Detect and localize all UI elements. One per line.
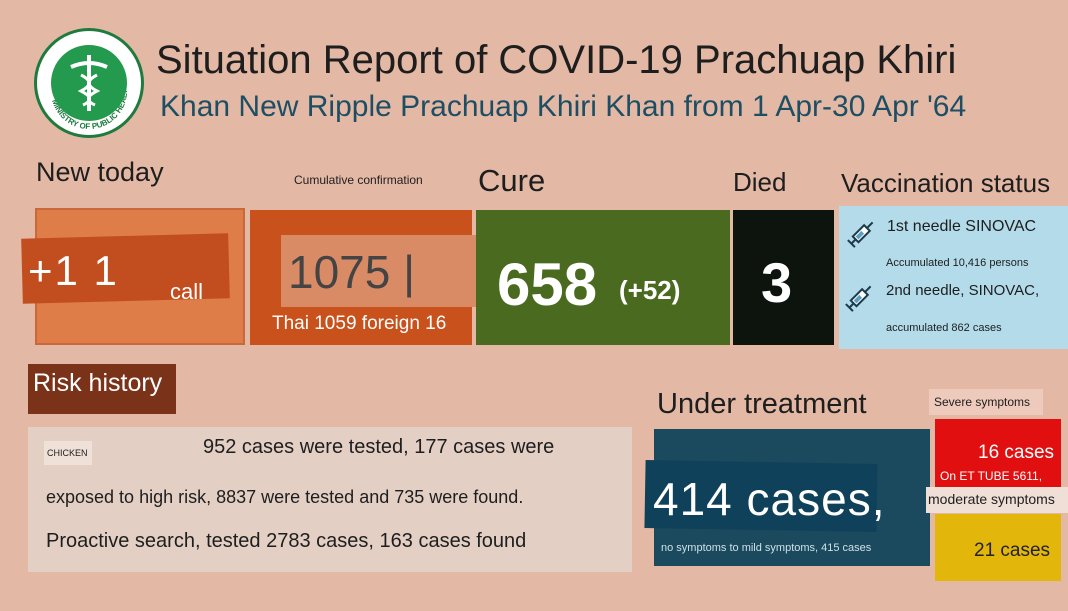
cumulative-value: 1075 | xyxy=(288,246,416,298)
report-title: Situation Report of COVID-19 Prachuap Kh… xyxy=(156,38,957,82)
new-today-value: +1 1 xyxy=(28,247,119,294)
second-dose-accumulated: accumulated 862 cases xyxy=(886,322,1002,334)
risk-line-2: exposed to high risk, 8837 were tested a… xyxy=(46,487,524,507)
cure-value: 658 xyxy=(497,251,598,318)
risk-history-label: Risk history xyxy=(33,369,163,397)
cumulative-label: Cumulative confirmation xyxy=(294,173,423,187)
under-treatment-label: Under treatment xyxy=(657,388,867,420)
risk-line-1: 952 cases were tested, 177 cases were xyxy=(203,436,555,458)
cumulative-breakdown: Thai 1059 foreign 16 xyxy=(272,313,447,334)
risk-line-3: Proactive search, tested 2783 cases, 163… xyxy=(46,530,527,552)
moderate-card xyxy=(935,514,1061,581)
cure-label: Cure xyxy=(478,163,546,198)
died-label: Died xyxy=(733,167,787,197)
first-dose-label: 1st needle SINOVAC xyxy=(887,218,1037,235)
severe-value: 16 cases xyxy=(978,442,1055,463)
died-card xyxy=(733,210,834,345)
moderate-label-bg xyxy=(926,487,1068,513)
severe-sub: On ET TUBE 5611, xyxy=(940,469,1043,483)
chicken-tag-bg xyxy=(44,441,92,465)
cure-card xyxy=(476,210,730,345)
vaccination-label: Vaccination status xyxy=(841,168,1051,198)
syringe-icon xyxy=(847,221,874,248)
new-today-label: New today xyxy=(36,157,164,187)
report-subtitle: Khan New Ripple Prachuap Khiri Khan from… xyxy=(160,90,967,123)
ministry-logo: MINISTRY OF PUBLIC HEALTH xyxy=(34,28,144,138)
risk-history-tag xyxy=(28,364,176,414)
moderate-label: moderate symptoms xyxy=(928,491,1055,507)
under-treatment-value: 414 cases, xyxy=(653,473,886,525)
severe-label-bg xyxy=(929,389,1043,415)
first-dose-accumulated: Accumulated 10,416 persons xyxy=(886,257,1029,269)
vaccination-card xyxy=(839,206,1068,349)
new-today-unit: call xyxy=(170,279,204,304)
risk-history-card xyxy=(28,427,632,572)
under-treatment-sub: no symptoms to mild symptoms, 415 cases xyxy=(661,542,872,554)
caduceus-icon xyxy=(70,55,108,111)
second-dose-label: 2nd needle, SINOVAC, xyxy=(886,282,1040,299)
died-value: 3 xyxy=(761,251,793,314)
cumulative-tag xyxy=(281,235,485,307)
syringe-icon xyxy=(845,285,872,312)
chicken-tag: CHICKEN xyxy=(47,448,88,458)
moderate-value: 21 cases xyxy=(974,540,1051,561)
severe-label: Severe symptoms xyxy=(934,395,1031,409)
logo-emblem xyxy=(51,45,127,121)
cure-change: (+52) xyxy=(619,275,681,305)
